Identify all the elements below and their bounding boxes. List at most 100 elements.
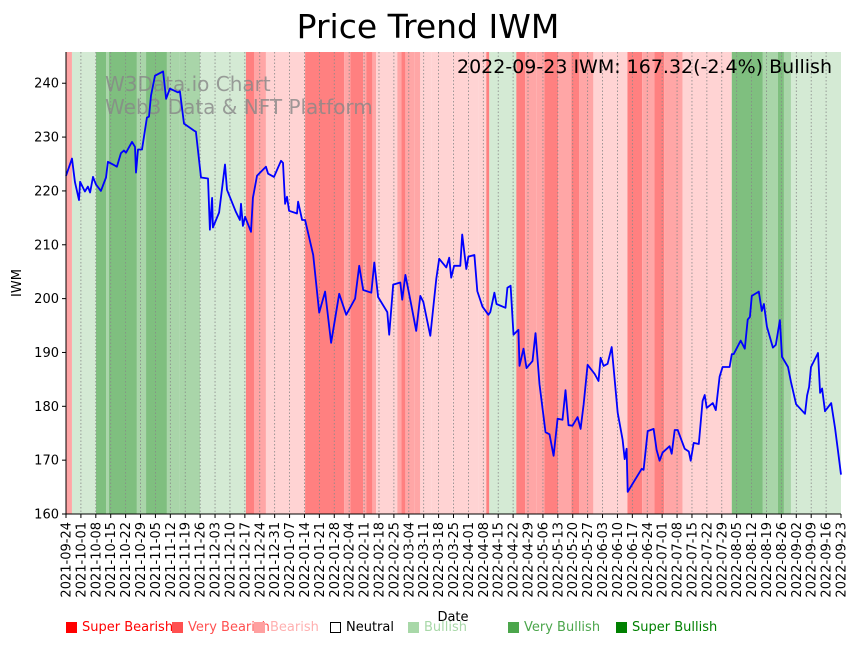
legend-item-very-bearish: Very Bearish [172, 620, 270, 635]
x-tick-label: 2022-03-18 [432, 522, 447, 598]
x-tick-label: 2022-05-20 [566, 522, 581, 598]
sentiment-band-very-bearish [344, 52, 351, 514]
x-tick-label: 2022-01-07 [283, 522, 298, 598]
x-tick-label: 2022-08-12 [745, 522, 760, 598]
sentiment-band-super-bearish [486, 52, 490, 514]
legend-item-bearish: Bearish [254, 620, 319, 635]
x-tick-label: 2021-11-19 [179, 522, 194, 598]
sentiment-band-very-bearish [363, 52, 367, 514]
x-tick-label: 2022-02-25 [387, 522, 402, 598]
x-tick-label: 2021-12-17 [238, 522, 253, 598]
x-tick-label: 2022-08-26 [775, 522, 790, 598]
x-tick-label: 2022-07-08 [671, 522, 686, 598]
x-tick-label: 2022-04-22 [507, 522, 522, 598]
legend-label: Very Bullish [524, 620, 601, 635]
y-tick-label: 160 [34, 508, 59, 523]
x-tick-label: 2022-04-08 [477, 522, 492, 598]
x-axis-label: Date [437, 610, 468, 625]
x-tick-label: 2022-09-02 [790, 522, 805, 598]
watermark-line-2: Web3 Data & NFT Platform [105, 95, 373, 119]
sentiment-band-very-bullish [136, 52, 147, 514]
sentiment-band-very-bearish [558, 52, 572, 514]
price-line-iwm [65, 70, 842, 493]
x-tick-label: 2021-09-24 [60, 522, 75, 598]
sentiment-band-super-bearish [654, 52, 665, 514]
x-tick-label: 2022-07-22 [700, 522, 715, 598]
x-tick-label: 2021-10-15 [104, 522, 119, 598]
x-tick-label: 2022-08-05 [730, 522, 745, 598]
x-tick-label: 2022-04-29 [522, 522, 537, 598]
sentiment-band-super-bearish [571, 52, 580, 514]
legend-label: Very Bearish [188, 620, 270, 635]
x-tick-label: 2022-02-11 [358, 522, 373, 598]
legend-label: Super Bearish [82, 620, 174, 635]
y-tick-label: 240 [34, 77, 59, 92]
sentiment-band-super-bullish [109, 52, 137, 514]
sentiment-band-very-bearish [579, 52, 594, 514]
sentiment-band-very-bearish [414, 52, 421, 514]
x-tick-label: 2021-10-22 [119, 522, 134, 598]
x-tick-label: 2022-03-04 [402, 522, 417, 598]
sentiment-band-super-bullish [146, 52, 167, 514]
legend-item-super-bullish: Super Bullish [616, 620, 717, 635]
x-tick-label: 2021-12-24 [253, 522, 268, 598]
x-tick-label: 2021-10-01 [74, 522, 89, 598]
sentiment-band-bearish [376, 52, 398, 514]
x-tick-label: 2022-09-16 [820, 522, 835, 598]
legend-swatch [330, 622, 341, 633]
legend-label: Bullish [424, 620, 468, 635]
x-tick-label: 2022-06-24 [641, 522, 656, 598]
x-tick-label: 2022-06-17 [626, 522, 641, 598]
y-tick-label: 170 [34, 454, 59, 469]
sentiment-band-super-bullish [96, 52, 107, 514]
y-tick-label: 190 [34, 346, 59, 361]
legend-swatch [254, 622, 265, 633]
x-tick-label: 2022-02-18 [372, 522, 387, 598]
x-tick-label: 2021-11-05 [149, 522, 164, 598]
x-tick-label: 2022-05-06 [536, 522, 551, 598]
latest-price-annotation: 2022-09-23 IWM: 167.32(-2.4%) Bullish [457, 56, 832, 78]
legend-label: Bearish [270, 620, 319, 635]
sentiment-band-bearish [452, 52, 479, 514]
x-tick-label: 2022-06-03 [596, 522, 611, 598]
x-tick-label: 2022-07-01 [656, 522, 671, 598]
y-tick-label: 200 [34, 292, 59, 307]
legend-item-super-bearish: Super Bearish [66, 620, 173, 635]
y-tick-label: 230 [34, 131, 59, 146]
sentiment-band-super-bullish [777, 52, 784, 514]
y-axis-ticks: 160 170 180 190 200 210 220 230 240 [34, 77, 66, 523]
sentiment-band-super-bearish [305, 52, 331, 514]
x-tick-label: 2022-01-28 [328, 522, 343, 598]
y-tick-label: 220 [34, 184, 59, 199]
x-tick-label: 2022-03-25 [447, 522, 462, 598]
sentiment-band-very-bearish [525, 52, 537, 514]
sentiment-band-bearish [420, 52, 432, 514]
sentiment-band-very-bullish [762, 52, 778, 514]
sentiment-band-very-bearish [372, 52, 377, 514]
x-tick-label: 2022-03-11 [417, 522, 432, 598]
sentiment-band-very-bullish [106, 52, 110, 514]
sentiment-band-bullish [200, 52, 246, 514]
sentiment-band-very-bearish [664, 52, 683, 514]
x-tick-label: 2022-09-09 [805, 522, 820, 598]
chart-title: Price Trend IWM [297, 7, 560, 46]
sentiment-band-super-bearish [627, 52, 643, 514]
y-tick-label: 210 [34, 238, 59, 253]
sentiment-band-very-bearish [405, 52, 415, 514]
x-tick-label: 2022-07-29 [715, 522, 730, 598]
x-tick-label: 2021-12-10 [223, 522, 238, 598]
sentiment-band-bullish [489, 52, 517, 514]
sentiment-band-bearish [431, 52, 453, 514]
x-tick-label: 2022-04-01 [462, 522, 477, 598]
x-tick-label: 2022-07-15 [685, 522, 700, 598]
sentiment-band-very-bearish [642, 52, 655, 514]
sentiment-band-super-bearish [544, 52, 559, 514]
x-tick-label: 2022-09-23 [835, 522, 850, 598]
legend-label: Super Bullish [632, 620, 718, 635]
sentiment-band-very-bullish [783, 52, 791, 514]
x-tick-label: 2022-01-21 [313, 522, 328, 598]
y-axis-label: IWM [10, 269, 25, 297]
legend-item-neutral: Neutral [330, 620, 394, 635]
x-tick-label: 2022-08-19 [760, 522, 775, 598]
